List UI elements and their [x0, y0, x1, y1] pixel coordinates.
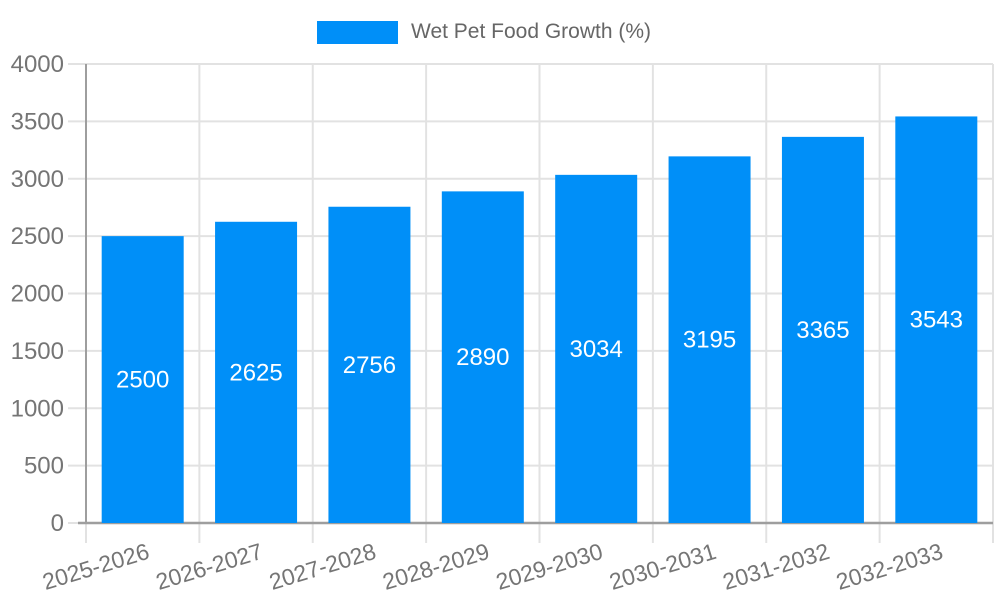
legend-swatch-icon — [317, 20, 398, 44]
bar-value-label: 2756 — [343, 352, 396, 379]
y-axis-label: 1000 — [11, 395, 64, 422]
x-axis-label: 2032-2033 — [833, 538, 946, 595]
y-axis-label: 2500 — [11, 223, 64, 250]
x-axis-label: 2030-2031 — [606, 538, 719, 595]
y-axis-label: 3500 — [11, 108, 64, 135]
y-axis-label: 4000 — [11, 51, 64, 78]
bar-value-label: 3034 — [569, 336, 622, 363]
x-axis-label: 2025-2026 — [39, 538, 152, 595]
y-axis-label: 3000 — [11, 166, 64, 193]
bar[interactable] — [781, 136, 864, 523]
legend-label: Wet Pet Food Growth (%) — [411, 20, 652, 43]
y-axis-label: 0 — [51, 510, 64, 537]
y-axis-label: 1500 — [11, 338, 64, 365]
bar-value-label: 2500 — [116, 367, 169, 394]
bar-value-label: 3195 — [683, 327, 736, 354]
bar-value-label: 3365 — [796, 317, 849, 344]
x-axis-label: 2031-2032 — [720, 538, 833, 595]
bar-value-label: 2890 — [456, 344, 509, 371]
bar-value-label: 2625 — [229, 359, 282, 386]
bar[interactable] — [555, 174, 638, 523]
y-axis-label: 500 — [24, 453, 64, 480]
bar[interactable] — [441, 191, 524, 523]
bar[interactable] — [668, 156, 751, 523]
bar[interactable] — [895, 116, 978, 524]
x-axis-label: 2027-2028 — [266, 538, 379, 595]
bar[interactable] — [215, 221, 298, 523]
bar[interactable] — [101, 236, 184, 523]
y-axis-label: 2000 — [11, 281, 64, 308]
bar[interactable] — [328, 206, 411, 523]
x-axis-label: 2029-2030 — [493, 538, 606, 595]
bar-value-label: 3543 — [910, 307, 963, 334]
x-axis-label: 2026-2027 — [153, 538, 266, 595]
legend-item[interactable]: Wet Pet Food Growth (%) — [317, 20, 651, 44]
x-axis-label: 2028-2029 — [379, 538, 492, 595]
